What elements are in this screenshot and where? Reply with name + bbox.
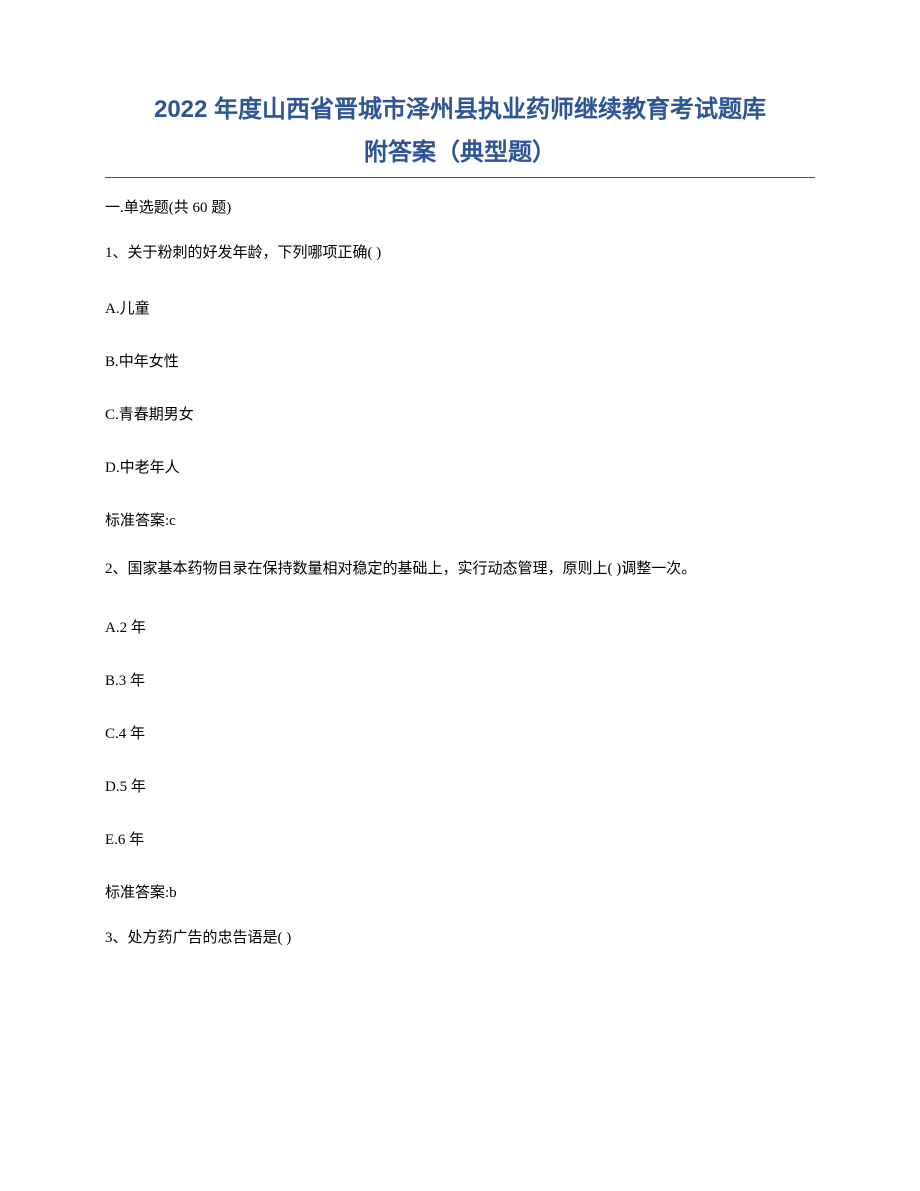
- title-divider: [105, 177, 815, 178]
- question-2-answer: 标准答案:b: [105, 881, 815, 902]
- question-1-text: 1、关于粉刺的好发年龄，下列哪项正确( ): [105, 241, 815, 265]
- document-title: 2022 年度山西省晋城市泽州县执业药师继续教育考试题库: [105, 90, 815, 131]
- question-2-option-e: E.6 年: [105, 828, 815, 849]
- question-3-text: 3、处方药广告的忠告语是( ): [105, 926, 815, 950]
- question-1-option-d: D.中老年人: [105, 456, 815, 477]
- question-2-option-a: A.2 年: [105, 616, 815, 637]
- question-2-option-c: C.4 年: [105, 722, 815, 743]
- question-1-option-c: C.青春期男女: [105, 403, 815, 424]
- question-2-option-d: D.5 年: [105, 775, 815, 796]
- question-1-answer: 标准答案:c: [105, 509, 815, 530]
- question-2-option-b: B.3 年: [105, 669, 815, 690]
- section-header: 一.单选题(共 60 题): [105, 196, 815, 217]
- question-1-option-b: B.中年女性: [105, 350, 815, 371]
- question-1-option-a: A.儿童: [105, 297, 815, 318]
- document-subtitle: 附答案（典型题）: [105, 135, 815, 171]
- question-2-text: 2、国家基本药物目录在保持数量相对稳定的基础上，实行动态管理，原则上( )调整一…: [105, 554, 815, 584]
